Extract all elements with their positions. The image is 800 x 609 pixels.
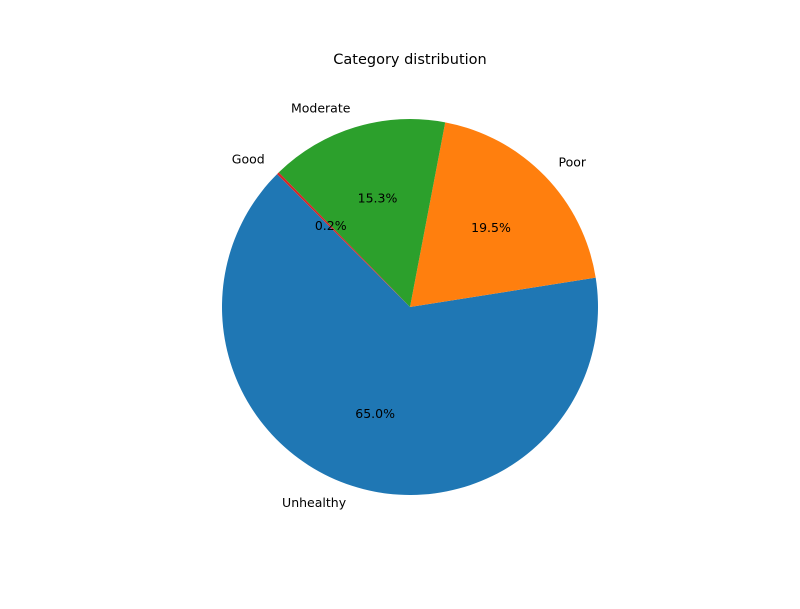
- slice-label-good: Good: [232, 151, 265, 166]
- pie-slices: [221, 119, 598, 496]
- slice-percent-poor: 19.5%: [471, 220, 511, 235]
- chart-title: Category distribution: [333, 52, 486, 68]
- slice-label-moderate: Moderate: [291, 100, 351, 115]
- slice-label-unhealthy: Unhealthy: [282, 495, 347, 510]
- pie-slice-moderate: [278, 119, 446, 307]
- pie-slice-unhealthy: [221, 174, 598, 496]
- slice-percent-good: 0.2%: [315, 218, 347, 233]
- slice-percent-unhealthy: 65.0%: [355, 406, 395, 421]
- pie-slice-good: [277, 172, 410, 307]
- pie-slice-poor: [410, 122, 596, 308]
- slice-percent-moderate: 15.3%: [358, 190, 398, 205]
- pie-labels: Unhealthy 65.0% Poor 19.5% Moderate 15.3% Good…: [232, 100, 587, 510]
- slice-label-poor: Poor: [559, 155, 587, 170]
